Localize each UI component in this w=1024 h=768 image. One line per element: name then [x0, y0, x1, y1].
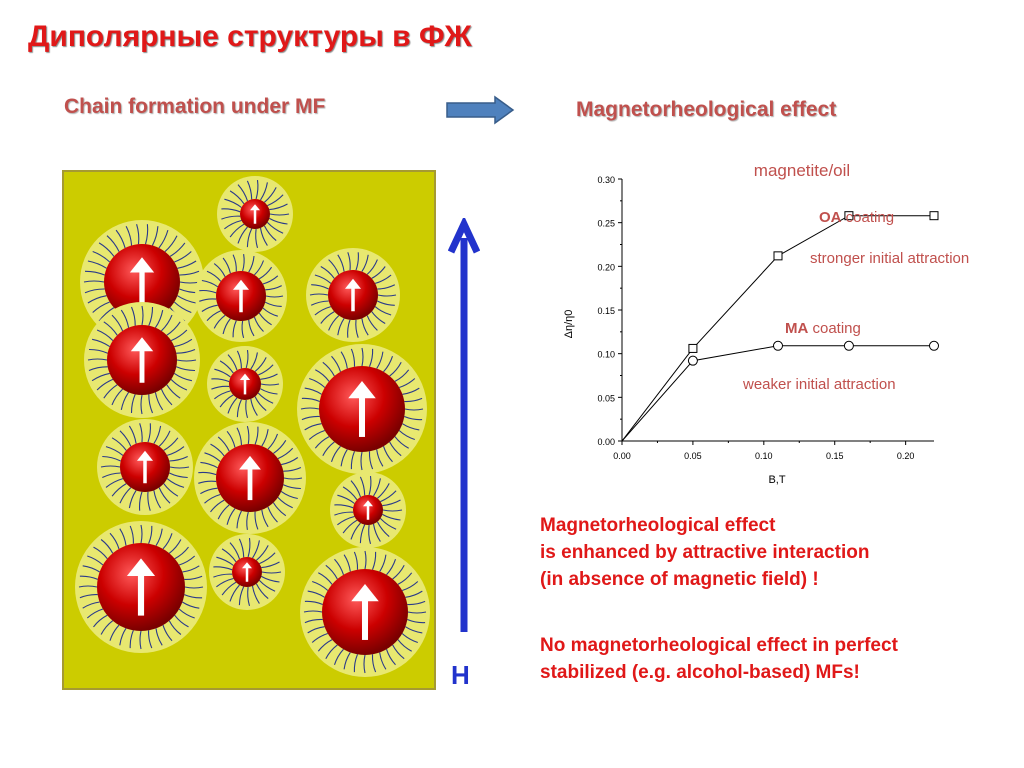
magnetic-particle — [217, 176, 293, 252]
series-line-1 — [621, 345, 934, 442]
particle-chains-illustration — [62, 170, 436, 690]
note-no-effect-line: stabilized (e.g. alcohol-based) MFs! — [540, 662, 860, 683]
magnetic-particle — [209, 534, 285, 610]
y-tick-label: 0.00 — [597, 437, 615, 447]
y-tick-label: 0.25 — [597, 219, 615, 229]
note-no-effect-line: No magnetorheological effect in perfect — [540, 635, 898, 656]
annotation-stronger: stronger initial attraction — [810, 250, 969, 267]
magnetic-particle — [330, 472, 406, 548]
annotation-ma: MA coating — [785, 320, 861, 337]
x-tick-label: 0.05 — [684, 451, 702, 461]
annotation-oa: OA coating — [819, 209, 894, 226]
right-arrow-icon — [446, 95, 515, 125]
chain-formation-subtitle: Chain formation under MF — [64, 95, 326, 118]
data-point-circle — [929, 340, 939, 351]
note-enhanced: Magnetorheological effect is enhanced by… — [540, 512, 869, 593]
magnetorheological-subtitle: Magnetorheological effect — [576, 98, 837, 121]
data-point-square — [688, 343, 698, 353]
magnetic-particle — [84, 302, 200, 418]
x-axis-label: B,T — [768, 474, 785, 486]
data-point-circle — [687, 355, 698, 366]
y-axis-label: Δη/η0 — [563, 310, 575, 339]
magnetic-field-arrow-icon — [448, 218, 480, 632]
note-enhanced-line: is enhanced by attractive interaction — [540, 542, 870, 563]
magnetic-particle — [297, 344, 427, 474]
data-point-square — [929, 211, 939, 221]
note-no-effect: No magnetorheological effect in perfect … — [540, 632, 898, 686]
y-tick-label: 0.15 — [597, 306, 615, 316]
data-point-circle — [773, 340, 783, 351]
slide-title: Диполярные структуры в ФЖ — [28, 20, 472, 53]
note-enhanced-line: (in absence of magnetic field) ! — [540, 569, 819, 590]
data-point-square — [773, 251, 783, 261]
magnetic-particle — [194, 422, 306, 534]
field-label: H — [451, 660, 470, 690]
note-enhanced-line: Magnetorheological effect — [540, 515, 776, 536]
y-tick-label: 0.20 — [597, 262, 615, 272]
annotation-ma-bold: MA — [785, 320, 808, 337]
data-point-square — [844, 211, 854, 221]
y-tick-label: 0.05 — [597, 393, 615, 403]
y-tick-label: 0.10 — [597, 350, 615, 360]
magnetic-particle — [195, 250, 287, 342]
magnetic-particle — [97, 419, 193, 515]
annotation-oa-text: coating — [842, 209, 895, 226]
x-tick-label: 0.15 — [826, 451, 844, 461]
x-tick-label: 0.00 — [613, 451, 631, 461]
magnetic-particle — [306, 248, 400, 342]
x-tick-label: 0.10 — [755, 451, 773, 461]
annotation-oa-bold: OA — [819, 209, 842, 226]
magnetic-particle — [300, 547, 430, 677]
magnetic-particle — [75, 521, 207, 653]
mr-effect-chart: magnetite/oil 0.00 0.05 0.10 0.15 0.20 0.25 0.… — [563, 161, 969, 486]
magnetic-particle — [207, 346, 283, 422]
y-tick-label: 0.30 — [597, 175, 615, 185]
annotation-weaker: weaker initial attraction — [742, 376, 896, 393]
annotation-ma-text: coating — [808, 320, 861, 337]
chart-title: magnetite/oil — [754, 161, 850, 180]
data-point-circle — [843, 340, 854, 351]
x-tick-label: 0.20 — [897, 451, 915, 461]
